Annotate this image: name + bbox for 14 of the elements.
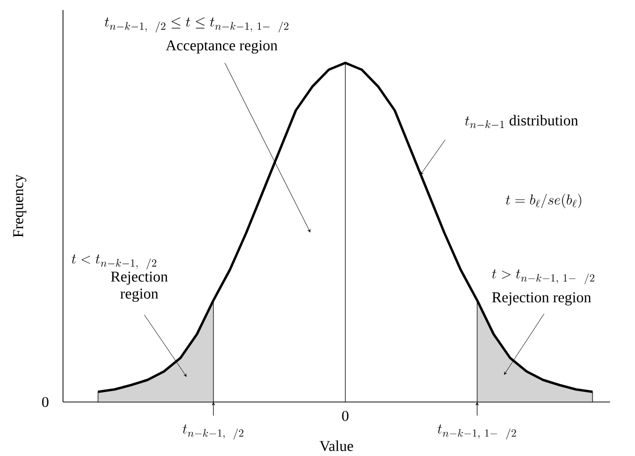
annotation: $t = b_{\ell}/se(b_{\ell})$ — [506, 194, 582, 208]
y-axis-title: Frequency — [13, 174, 26, 238]
x-axis-title: Value — [320, 440, 354, 452]
annotation: $t_{n - k - 1}\ \mathrm{distribution}$ — [465, 114, 578, 128]
annotation: Rejection region — [110, 272, 168, 302]
text: $t_{n - k - 1,\ \ /2} \leq t \leq t_{n - k - 1,\ 1 - \ \ /2}$ — [104, 17, 288, 32]
text: $t_{n - k - 1,\ \ /2}$ — [182, 424, 244, 440]
text: 0 — [342, 410, 348, 421]
text: 0 — [42, 396, 48, 407]
text: $t_{n - k - 1,\ 1 - \ \ /2}$ — [438, 424, 516, 440]
annotation: $t < t_{n - k - 1,\ \ /2}$ — [72, 254, 156, 270]
text: Acceptance region — [166, 40, 278, 54]
annotation: Rejection region — [492, 292, 592, 306]
annotation: $t > t_{n - k - 1,\ 1 - \ \ /2}$ — [492, 269, 594, 284]
